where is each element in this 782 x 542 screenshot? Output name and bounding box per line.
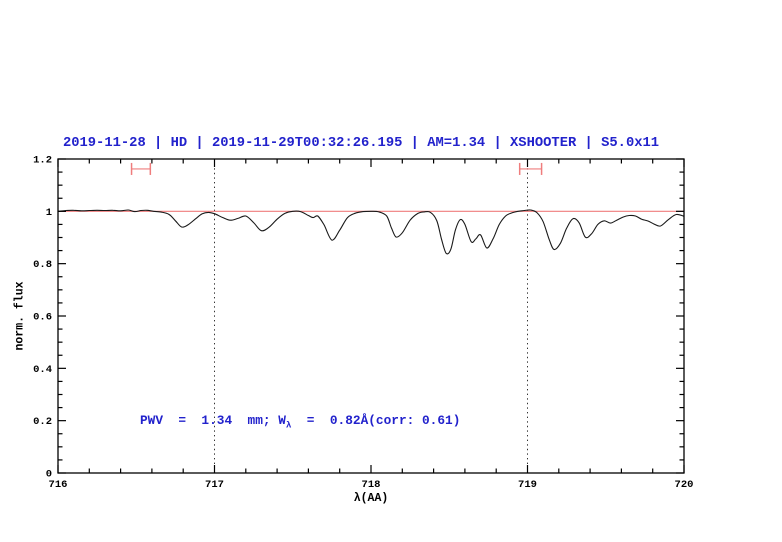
x-tick-label: 720 xyxy=(675,479,694,491)
band-marker xyxy=(130,162,152,175)
x-tick-label: 719 xyxy=(518,479,537,491)
y-tick-label: 1.2 xyxy=(33,155,52,167)
plot-title: 2019-11-28 | HD | 2019-11-29T00:32:26.19… xyxy=(62,136,660,151)
y-tick-label: 1 xyxy=(46,207,52,219)
lambda-subscript: λ xyxy=(285,419,292,431)
x-axis-label: λ(AA) xyxy=(353,492,389,505)
pwv-annotation: PWV = 1.34 mm; Wλ = 0.82Å(corr: 0.61) xyxy=(140,413,460,431)
x-tick-label: 716 xyxy=(49,479,68,491)
band-marker xyxy=(518,162,543,175)
x-tick-label: 718 xyxy=(362,479,381,491)
y-tick-label: 0.4 xyxy=(33,364,52,376)
pwv-annotation-text: PWV = 1.34 mm; W xyxy=(140,413,286,428)
y-axis-label: norm. flux xyxy=(13,281,27,351)
y-tick-label: 0.6 xyxy=(33,312,52,324)
x-tick-label: 717 xyxy=(205,479,224,491)
spectrum-line xyxy=(57,209,685,255)
y-tick-label: 0 xyxy=(46,469,52,481)
y-tick-label: 0.8 xyxy=(33,259,52,271)
y-tick-label: 0.2 xyxy=(33,416,52,428)
axis-ticks xyxy=(57,158,685,474)
pwv-annotation-text-2: = 0.82Å(corr: 0.61) xyxy=(291,413,461,428)
